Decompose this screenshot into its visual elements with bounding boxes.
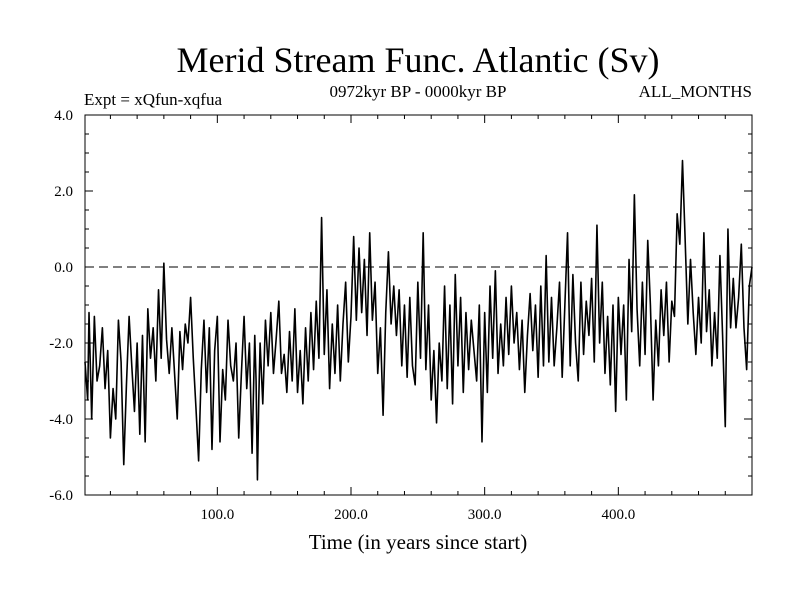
plot-frame <box>84 114 753 496</box>
y-tick-label: -4.0 <box>49 412 73 428</box>
y-tick-label: 4.0 <box>54 108 73 124</box>
series-line <box>84 159 753 481</box>
months-label: ALL_MONTHS <box>639 82 752 101</box>
y-tick-label: -2.0 <box>49 336 73 352</box>
x-tick-label: 400.0 <box>601 507 635 523</box>
time-range-label: 0972kyr BP - 0000kyr BP <box>330 82 507 101</box>
x-tick-label: 200.0 <box>334 507 368 523</box>
y-tick-label: 0.0 <box>54 260 73 276</box>
y-tick-label: -6.0 <box>49 488 73 504</box>
y-tick-label: 2.0 <box>54 184 73 200</box>
x-tick-label: 300.0 <box>468 507 502 523</box>
chart-title: Merid Stream Func. Atlantic (Sv) <box>177 40 660 80</box>
x-axis-ticks: 100.0 200.0 300.0 400.0 <box>109 115 726 523</box>
x-axis-label: Time (in years since start) <box>309 530 528 554</box>
experiment-label: Expt = xQfun-xqfua <box>84 90 222 109</box>
x-tick-label: 100.0 <box>200 507 234 523</box>
